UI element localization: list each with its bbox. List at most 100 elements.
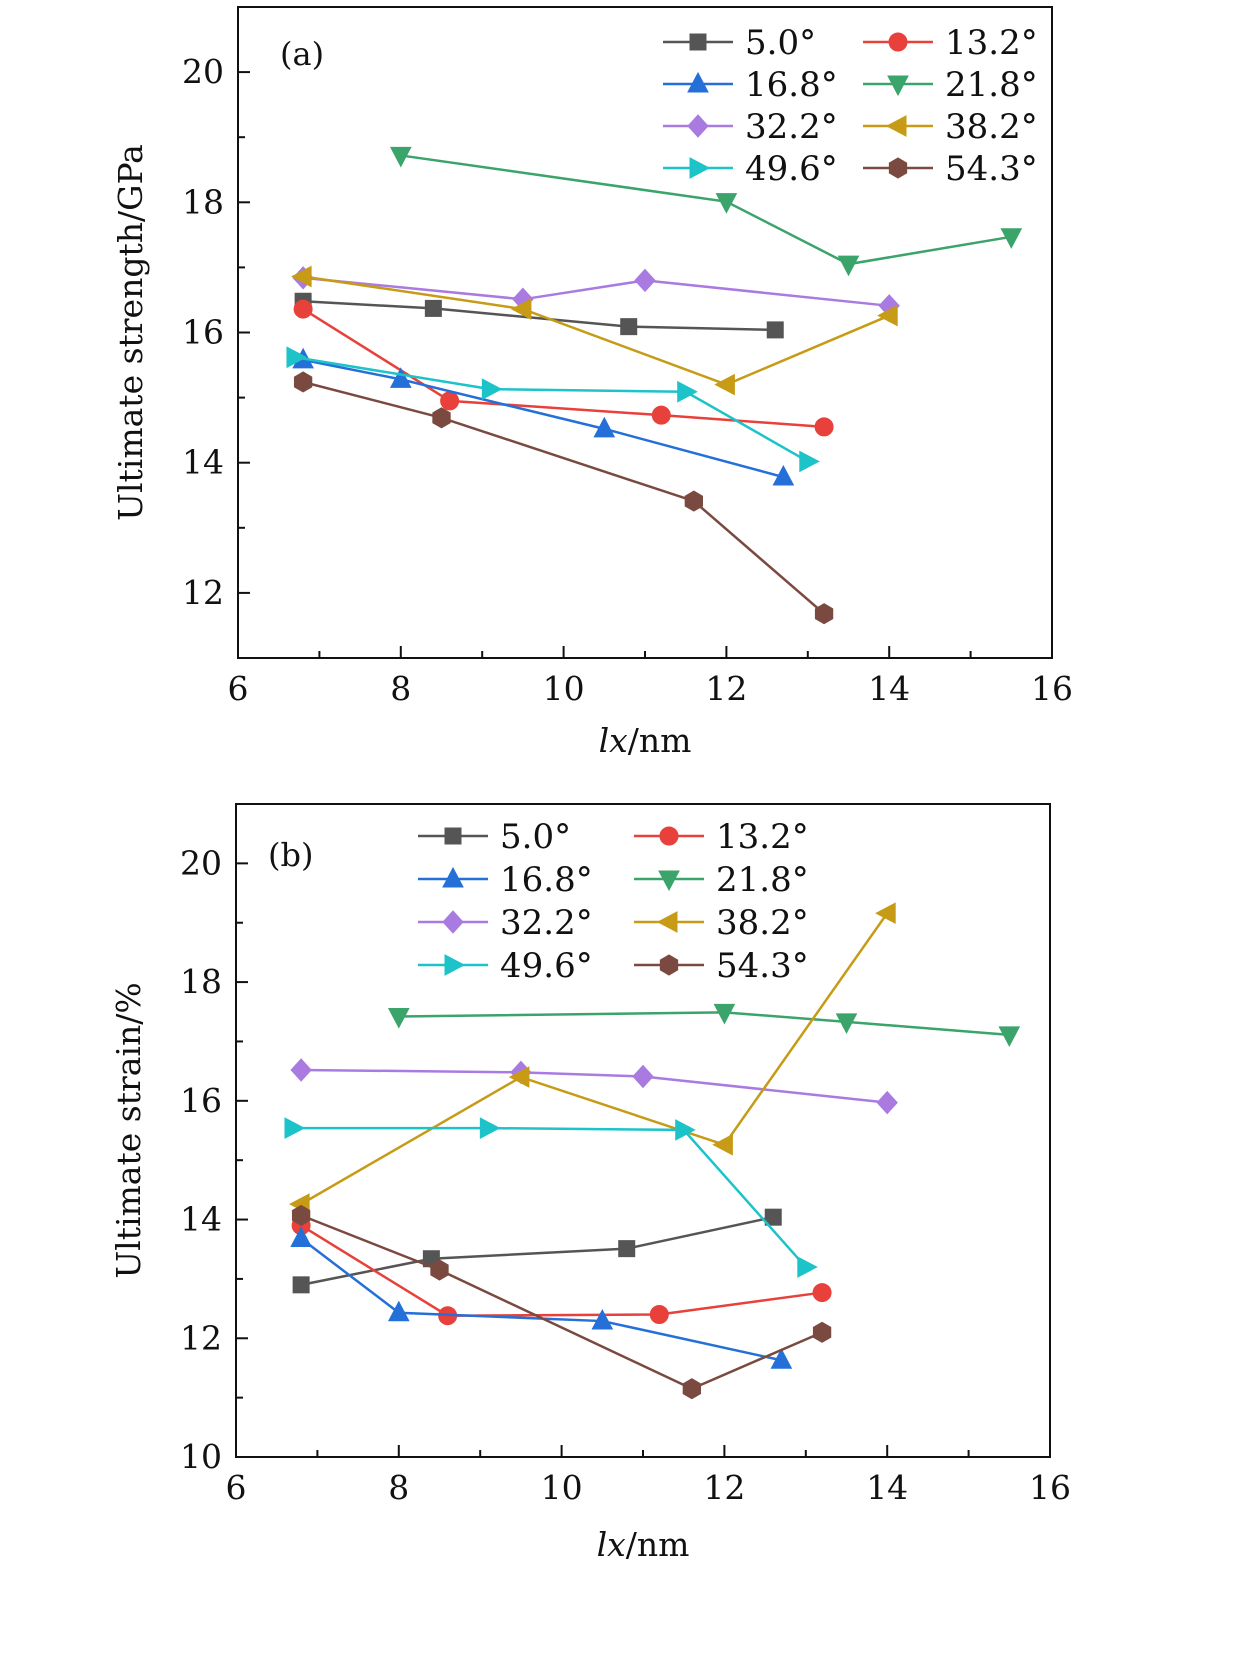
data-point: [651, 405, 671, 425]
series-13.2°: [291, 1215, 832, 1326]
y-tick-label: 14: [180, 1200, 222, 1239]
legend-entry: 38.2°: [634, 903, 809, 943]
series-line: [301, 1068, 888, 1104]
data-point: [877, 304, 898, 327]
legend-label: 5.0°: [500, 817, 571, 857]
data-point: [1000, 228, 1023, 249]
legend-entry: 49.6°: [418, 946, 593, 986]
data-point: [684, 490, 703, 512]
data-point: [835, 1013, 858, 1034]
data-point: [677, 380, 698, 403]
series-line: [300, 1224, 823, 1317]
data-point: [510, 298, 532, 320]
x-tick-label: 6: [228, 669, 249, 708]
data-point: [715, 193, 738, 214]
y-tick-label: 16: [182, 313, 224, 352]
plot-frame: [237, 6, 1053, 659]
legend-label: 32.2°: [500, 903, 593, 943]
y-axis-title: Ultimate strain/%: [109, 982, 148, 1278]
legend-entry: 49.6°: [663, 149, 838, 189]
x-tick-label: 16: [1031, 669, 1073, 708]
data-point: [772, 464, 795, 486]
data-point: [430, 1259, 449, 1281]
series-line: [300, 912, 889, 1206]
y-tick-label: 20: [182, 52, 224, 91]
data-point: [593, 416, 616, 438]
panel-label: (a): [280, 35, 324, 73]
legend-entry: 32.2°: [663, 107, 838, 147]
legend-entry: 16.8°: [418, 860, 593, 900]
x-tick-label: 16: [1029, 1468, 1071, 1507]
legend: 5.0° 13.2° 16.8° 21.8° 32.2° 38.2° 49.6° 54.3°: [418, 817, 809, 986]
data-point: [812, 1283, 832, 1303]
x-tick-label: 10: [543, 669, 585, 708]
y-tick-label: 18: [182, 182, 224, 221]
data-point: [291, 265, 312, 288]
data-point: [290, 1226, 312, 1248]
x-axis-title-unit: /nm: [628, 721, 692, 760]
x-axis-title-unit: /nm: [626, 1525, 690, 1564]
y-tick-label: 14: [182, 443, 224, 482]
series-line: [294, 356, 809, 463]
series-line: [302, 380, 825, 615]
series-line: [398, 1011, 1010, 1037]
legend-marker: [656, 911, 678, 933]
y-tick-label: 16: [180, 1081, 222, 1120]
x-tick-label: 14: [868, 669, 910, 708]
legend-marker: [687, 114, 709, 138]
series-line: [302, 275, 890, 386]
series-54.3°: [291, 1204, 832, 1400]
y-tick-label: 20: [180, 843, 222, 882]
data-point: [632, 1064, 654, 1089]
data-point: [481, 378, 503, 400]
data-point: [293, 371, 313, 393]
series-line: [300, 1214, 823, 1391]
legend-label: 16.8°: [745, 65, 838, 105]
data-point: [713, 1003, 736, 1025]
x-tick-label: 8: [390, 669, 411, 708]
series-21.8°: [389, 146, 1023, 277]
legend-entry: 13.2°: [634, 817, 809, 857]
legend-entry: 13.2°: [863, 23, 1038, 63]
x-tick-label: 8: [388, 1468, 409, 1507]
data-point: [837, 255, 860, 277]
data-point: [799, 450, 820, 473]
legend-label: 5.0°: [745, 23, 816, 63]
legend-marker: [689, 157, 711, 179]
panel-a: 6 8 10 12 14 16 12 14 16 18 20 lx/nm Ultimate streng…: [111, 6, 1073, 760]
legend-entry: 54.3°: [863, 149, 1038, 189]
x-axis-title-italic: lx: [599, 721, 629, 760]
legend-label: 54.3°: [945, 149, 1038, 189]
legend-label: 21.8°: [716, 860, 809, 900]
y-tick-label: 18: [180, 962, 222, 1001]
panel-b: 6 8 10 12 14 16 10 12 14 16 18 20 lx/nm Ultimate stra…: [109, 803, 1071, 1564]
legend-marker: [442, 866, 464, 888]
series-38.2°: [291, 265, 898, 396]
series-5.0°: [292, 1208, 782, 1294]
data-point: [682, 1378, 701, 1400]
data-point: [649, 1305, 669, 1325]
data-point: [998, 1026, 1021, 1047]
data-point: [387, 1008, 410, 1029]
data-point: [440, 391, 460, 411]
data-point: [389, 146, 412, 168]
legend-marker: [442, 910, 464, 934]
data-point: [714, 373, 735, 396]
x-tick-label: 6: [226, 1468, 247, 1507]
data-point: [814, 603, 834, 625]
series-line: [292, 1126, 807, 1268]
data-point: [284, 1117, 306, 1139]
data-point: [766, 321, 784, 339]
legend-marker: [659, 954, 679, 976]
legend-label: 13.2°: [945, 23, 1038, 63]
x-tick-label: 12: [705, 669, 747, 708]
data-point: [675, 1119, 696, 1141]
legend-marker: [887, 75, 909, 97]
series-54.3°: [293, 371, 834, 625]
legend-entry: 21.8°: [634, 860, 809, 900]
y-tick-label: 10: [180, 1437, 222, 1476]
data-point: [620, 318, 638, 336]
series-21.8°: [387, 1003, 1021, 1047]
data-point: [814, 417, 834, 437]
